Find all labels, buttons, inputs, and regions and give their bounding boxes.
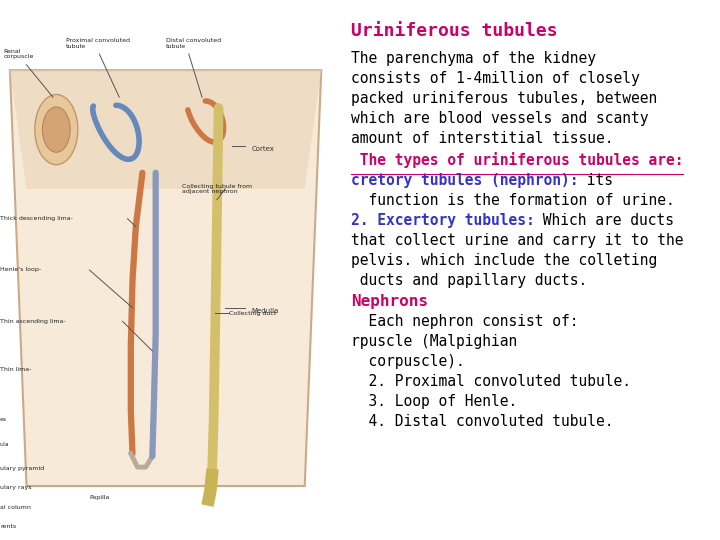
Text: rents: rents <box>0 524 16 529</box>
Text: Collecting duct: Collecting duct <box>228 310 276 316</box>
Text: Medulla: Medulla <box>252 308 279 314</box>
Text: Which are ducts: Which are ducts <box>534 213 675 228</box>
Text: function is the formation of urine.: function is the formation of urine. <box>351 193 675 208</box>
Text: Collecting tubule from
adjacent nephron: Collecting tubule from adjacent nephron <box>182 184 252 194</box>
Text: amount of interstitial tissue.: amount of interstitial tissue. <box>351 131 613 146</box>
Text: ulary rays: ulary rays <box>0 485 32 490</box>
Circle shape <box>35 94 78 165</box>
Text: 3. Loop of Henle.: 3. Loop of Henle. <box>351 394 517 409</box>
Text: Thin lima-: Thin lima- <box>0 367 32 373</box>
Text: 4. Distal convoluted tubule.: 4. Distal convoluted tubule. <box>351 414 613 429</box>
Text: Renal
corpuscle: Renal corpuscle <box>4 49 34 59</box>
Text: ula: ula <box>0 442 9 447</box>
Text: Papilla: Papilla <box>89 496 109 501</box>
Text: Thick descending lima-: Thick descending lima- <box>0 216 73 221</box>
Text: corpuscle).: corpuscle). <box>351 354 464 369</box>
Text: packed uriniferous tubules, between: packed uriniferous tubules, between <box>351 91 657 106</box>
Text: Proximal convoluted
tubule: Proximal convoluted tubule <box>66 38 130 49</box>
Text: Thin ascending lima-: Thin ascending lima- <box>0 319 66 324</box>
Text: 2. Excertory tubules:: 2. Excertory tubules: <box>351 213 534 228</box>
Text: which are blood vessels and scanty: which are blood vessels and scanty <box>351 111 648 126</box>
Text: ducts and papillary ducts.: ducts and papillary ducts. <box>351 273 587 288</box>
Circle shape <box>42 107 71 152</box>
Text: al column: al column <box>0 505 31 510</box>
Text: cretory tubules (nephron):: cretory tubules (nephron): <box>351 173 578 188</box>
Text: Cortex: Cortex <box>252 146 274 152</box>
Text: pelvis. which include the colleting: pelvis. which include the colleting <box>351 253 657 268</box>
Text: that collect urine and carry it to the: that collect urine and carry it to the <box>351 233 683 248</box>
Polygon shape <box>10 70 321 486</box>
Text: Uriniferous tubules: Uriniferous tubules <box>351 22 557 39</box>
Text: The types of uriniferous tubules are:: The types of uriniferous tubules are: <box>351 152 683 168</box>
Text: es: es <box>0 417 7 422</box>
Text: ulary pyramid: ulary pyramid <box>0 466 44 471</box>
Text: Distal convoluted
tubule: Distal convoluted tubule <box>166 38 221 49</box>
Text: 2. Proximal convoluted tubule.: 2. Proximal convoluted tubule. <box>351 374 631 389</box>
Text: its: its <box>578 173 613 188</box>
Text: consists of 1-4million of closely: consists of 1-4million of closely <box>351 71 639 86</box>
Text: Nephrons: Nephrons <box>351 294 428 309</box>
Text: The parenchyma of the kidney: The parenchyma of the kidney <box>351 51 595 66</box>
Text: Each nephron consist of:: Each nephron consist of: <box>351 314 578 329</box>
Polygon shape <box>10 70 321 189</box>
Text: rpuscle (Malpighian: rpuscle (Malpighian <box>351 334 517 349</box>
Text: Henle's loop-: Henle's loop- <box>0 267 41 273</box>
